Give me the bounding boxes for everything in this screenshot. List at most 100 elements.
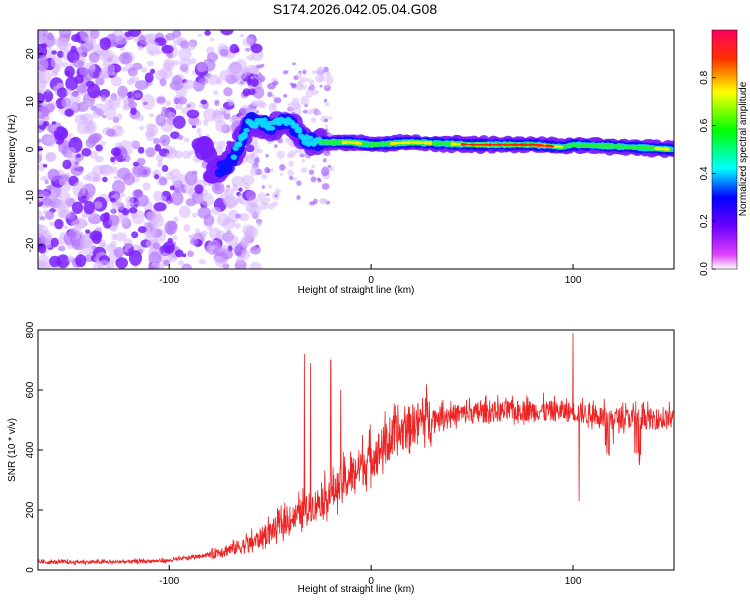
- spectrogram-cell: [191, 125, 197, 129]
- spectrogram-cell: [426, 141, 430, 145]
- spectrogram-cell: [310, 176, 317, 183]
- spectrogram-cell: [148, 251, 162, 265]
- spectrogram-cell: [38, 111, 42, 117]
- spectrogram-cell: [308, 169, 315, 175]
- spectrogram-cell: [128, 207, 138, 214]
- spectrogram-cell: [46, 32, 54, 41]
- spectrogram-cell: [143, 221, 149, 227]
- spectrogram-cell: [91, 232, 102, 244]
- spectrogram-cell: [51, 50, 57, 55]
- spectrogram-cell: [169, 131, 180, 140]
- spectrogram-cell: [268, 184, 272, 189]
- spectrogram-cell: [419, 141, 423, 144]
- spectrogram-cell: [136, 114, 145, 122]
- spectrogram-cell: [172, 115, 186, 129]
- spectrogram-cell: [171, 176, 181, 185]
- spectrogram-cell: [289, 175, 294, 180]
- spectrogram-cell: [161, 44, 174, 54]
- spectrogram-cell: [197, 133, 203, 137]
- spectrogram-cell: [56, 50, 64, 59]
- spectrogram-cell: [250, 43, 263, 54]
- spectrogram-cell: [86, 196, 93, 202]
- spectrogram-cell: [292, 83, 297, 87]
- spectrogram-cell: [239, 80, 245, 85]
- spectrogram-cell: [115, 257, 128, 269]
- spectrogram-cell: [102, 176, 108, 183]
- spectrogram-cell: [127, 91, 133, 99]
- spectrogram-cell: [409, 141, 413, 144]
- spectrogram-cell: [99, 49, 111, 62]
- spectrogram-cell: [265, 154, 269, 158]
- spectrogram-cell: [64, 65, 75, 78]
- spectrogram-cell: [525, 143, 528, 147]
- spectrogram-cell: [188, 234, 194, 239]
- spectrogram-cell: [484, 143, 488, 147]
- spectrogram-cell: [70, 165, 84, 176]
- spectrogram-cell: [513, 143, 516, 147]
- spectrogram-cell: [92, 260, 104, 269]
- snr-y-tick-label: 0: [25, 567, 36, 573]
- spectrogram-cell: [287, 169, 294, 177]
- spectrogram-cell: [200, 193, 215, 207]
- spectrogram-cell: [38, 228, 46, 237]
- spectrogram-cell: [113, 246, 125, 258]
- spectrogram-cell: [323, 118, 329, 123]
- spectrogram-cell: [196, 127, 202, 134]
- spectrogram-cell: [67, 255, 74, 263]
- spectrogram-cell: [212, 141, 218, 145]
- spectrogram-cell: [183, 79, 196, 90]
- spectrogram-cell: [453, 142, 457, 146]
- spectrogram-cell: [220, 30, 234, 36]
- spectrogram-cell: [79, 114, 86, 122]
- spectrogram-cell: [61, 61, 69, 68]
- spectrogram-cell: [307, 109, 313, 115]
- snr-x-tick-label: 0: [368, 576, 374, 587]
- spectrogram-cell: [186, 42, 196, 51]
- spectrogram-cell: [249, 261, 262, 269]
- spectrogram-cell: [118, 95, 125, 101]
- spectrogram-cell: [493, 143, 496, 146]
- spectrogram-cell: [100, 94, 107, 102]
- spectrogram-cell: [162, 259, 171, 267]
- spectrogram-cell: [358, 141, 362, 145]
- spectrogram-cell: [165, 100, 171, 107]
- spectrogram-cell: [305, 89, 314, 98]
- spectrogram-cell: [533, 143, 536, 147]
- spectrogram-cell: [356, 141, 360, 146]
- spectrogram-cell: [341, 140, 345, 145]
- spectrogram-cell: [344, 140, 348, 145]
- spectrogram-cell: [234, 213, 242, 219]
- spectrogram-cell: [74, 219, 80, 225]
- spectrogram-cell: [200, 230, 208, 237]
- spectrogram-cell: [151, 261, 158, 267]
- spectrogram-cell: [56, 38, 68, 51]
- spectrogram-cell: [120, 192, 125, 198]
- spectrogram-cell: [547, 144, 551, 148]
- spectrogram-cell: [306, 135, 314, 141]
- spectrogram-cell: [131, 231, 139, 239]
- spectrogram-cell: [286, 153, 294, 159]
- spectrogram-cell: [165, 32, 176, 41]
- spectrogram-cell: [328, 116, 333, 120]
- spectrogram-cell: [517, 143, 520, 146]
- spectrogram-cell: [120, 47, 125, 51]
- spectrogram-cell: [100, 242, 107, 249]
- spectrogram-cell: [89, 150, 99, 159]
- spectrogram-cell: [66, 146, 77, 159]
- spectrogram-cell: [83, 120, 97, 135]
- spectrogram-cell: [302, 69, 307, 75]
- spectrogram-cell: [168, 252, 178, 263]
- spectrogram-cell: [194, 119, 202, 127]
- spectrogram-cell: [325, 75, 334, 85]
- spectrogram-cell: [211, 181, 225, 195]
- spectrogram-cell: [68, 132, 73, 137]
- spectrogram-cell: [49, 221, 55, 227]
- spectrogram-cell: [108, 214, 120, 226]
- spectrogram-cell: [123, 238, 133, 250]
- spectrogram-cell: [314, 109, 322, 116]
- spectrogram-cell: [183, 137, 190, 143]
- spectrogram-x-tick-label: 100: [565, 275, 582, 286]
- spectrogram-cell: [256, 64, 263, 69]
- spectrogram-cell: [83, 69, 94, 81]
- spectrogram-cell: [67, 42, 72, 48]
